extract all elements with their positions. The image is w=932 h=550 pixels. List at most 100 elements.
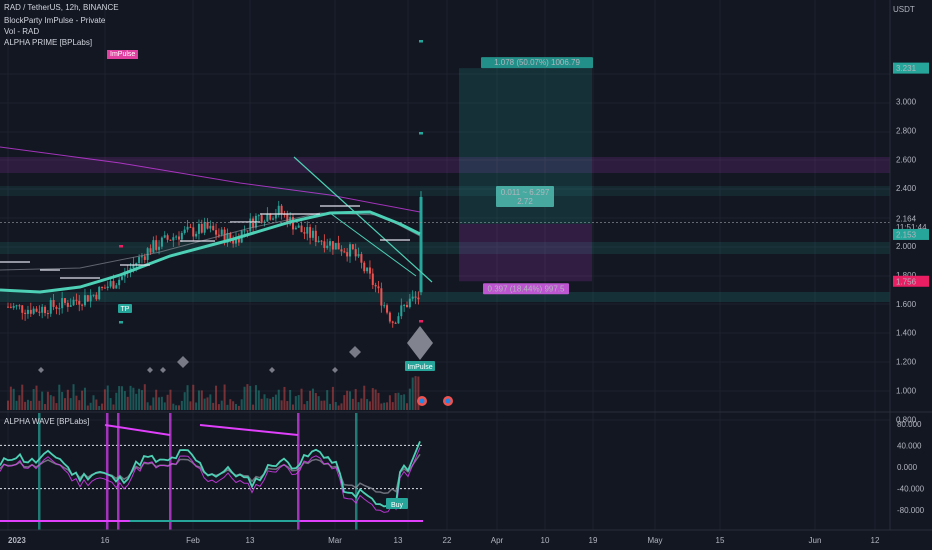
impulse-tag: ImPulse (107, 50, 139, 59)
candle-body (237, 236, 240, 243)
signal-dash (119, 321, 123, 324)
candle-body (374, 284, 377, 287)
downtrend-line (293, 156, 433, 283)
candle-body (311, 230, 314, 238)
candle-body (112, 281, 115, 289)
time-tick-label: 13 (246, 536, 255, 545)
volume-bar (135, 393, 138, 410)
volume-bar (309, 390, 312, 410)
candle-body (95, 294, 98, 300)
candle-body (406, 304, 408, 308)
candle-body (132, 264, 135, 269)
volume-bar (246, 384, 249, 410)
candle-body (229, 232, 232, 240)
volume-bar (351, 398, 354, 410)
volume-bar (377, 392, 380, 410)
volume-bar (41, 391, 44, 410)
candle-body (297, 225, 300, 228)
buy-label: Buy (391, 502, 404, 509)
volume-bar (343, 395, 346, 410)
volume-bar (46, 391, 49, 410)
volume-bar (215, 385, 218, 410)
candle-body (9, 306, 12, 308)
grid-lines (0, 0, 932, 530)
candle-body (38, 311, 41, 313)
time-tick-label: 12 (871, 536, 880, 545)
volume-bar (320, 400, 323, 410)
candle-body (86, 295, 89, 302)
volume-bar (340, 403, 343, 410)
candle-body (303, 232, 306, 234)
volume-bar (326, 390, 329, 410)
price-badge-label: 3.231 (896, 64, 917, 73)
volume-bar (112, 404, 115, 410)
indicator-volume-label[interactable]: Vol - RAD (4, 27, 40, 36)
volume-bar (283, 386, 286, 410)
candle-body (81, 304, 84, 306)
signal-dash (119, 245, 123, 248)
candle-body (269, 213, 272, 220)
signal-diamond-icon (160, 367, 166, 373)
tp-badge-bg (118, 304, 132, 313)
divergence-line (199, 424, 299, 436)
candle-body (160, 237, 163, 247)
volume-bar (366, 399, 369, 410)
volume-bar (269, 398, 272, 410)
candle-body (32, 308, 35, 314)
price-tick-label: 1.400 (896, 329, 917, 338)
candle-body (331, 241, 334, 250)
volume-bar (138, 388, 141, 410)
candle-body (292, 217, 294, 230)
candle-body (266, 213, 269, 222)
time-axis[interactable]: 2023 16 Feb 13 Mar 13 22 Apr 10 19 May 15 Jun 12 (0, 529, 932, 545)
candle-body (414, 296, 417, 298)
divergence-line (104, 424, 171, 436)
candle-body (360, 254, 363, 263)
overlay-lines (0, 146, 890, 294)
time-tick-label: 16 (101, 536, 110, 545)
volume-bar (391, 402, 394, 410)
volume-bar (403, 394, 406, 410)
price-tick-label: 2.400 (896, 184, 917, 193)
candle-body (78, 300, 81, 305)
oscillator-title[interactable]: ALPHA WAVE [BPLabs] (4, 417, 90, 426)
volume-bar (169, 389, 172, 410)
volume-bar (388, 395, 391, 410)
candle-body (306, 227, 309, 234)
candle-body (21, 305, 24, 313)
volume-bar (92, 395, 95, 410)
signal-diamond-icon (269, 367, 275, 373)
candle-body (41, 306, 44, 313)
candle-body (72, 299, 75, 306)
volume-bar (394, 393, 397, 410)
candle-body (272, 218, 275, 220)
volume-bar (106, 385, 109, 410)
volume-bar (132, 387, 135, 410)
candle-body (217, 234, 220, 236)
price-axis[interactable]: 3.0002.8002.6002.4002.2002.0001.8001.600… (889, 0, 929, 530)
volume-bar (237, 405, 240, 410)
candle-body (391, 321, 394, 323)
volume-bar (12, 388, 15, 410)
candle-body (235, 236, 237, 244)
candle-body (260, 215, 263, 223)
support-zone-lower (0, 292, 890, 302)
volume-bar (72, 384, 75, 410)
candle-body (178, 236, 180, 240)
osc-tick-label: -40.000 (897, 485, 925, 494)
price-tick-label: 1.800 (896, 271, 917, 280)
candle-body (98, 286, 101, 300)
candle-body (197, 223, 200, 234)
candle-body (92, 294, 95, 296)
candle-body (329, 241, 332, 246)
volume-bar (180, 400, 183, 410)
volume-bar (349, 391, 351, 410)
volume-bar (86, 405, 89, 410)
volume-bar (172, 403, 175, 410)
symbol-title[interactable]: RAD / TetherUS, 12h, BINANCE (4, 3, 119, 12)
candle-body (49, 300, 52, 314)
indicator-alpha-prime-label[interactable]: ALPHA PRIME [BPLabs] (4, 38, 93, 47)
indicator-impulse-label[interactable]: BlockParty ImPulse - Private (4, 16, 106, 25)
